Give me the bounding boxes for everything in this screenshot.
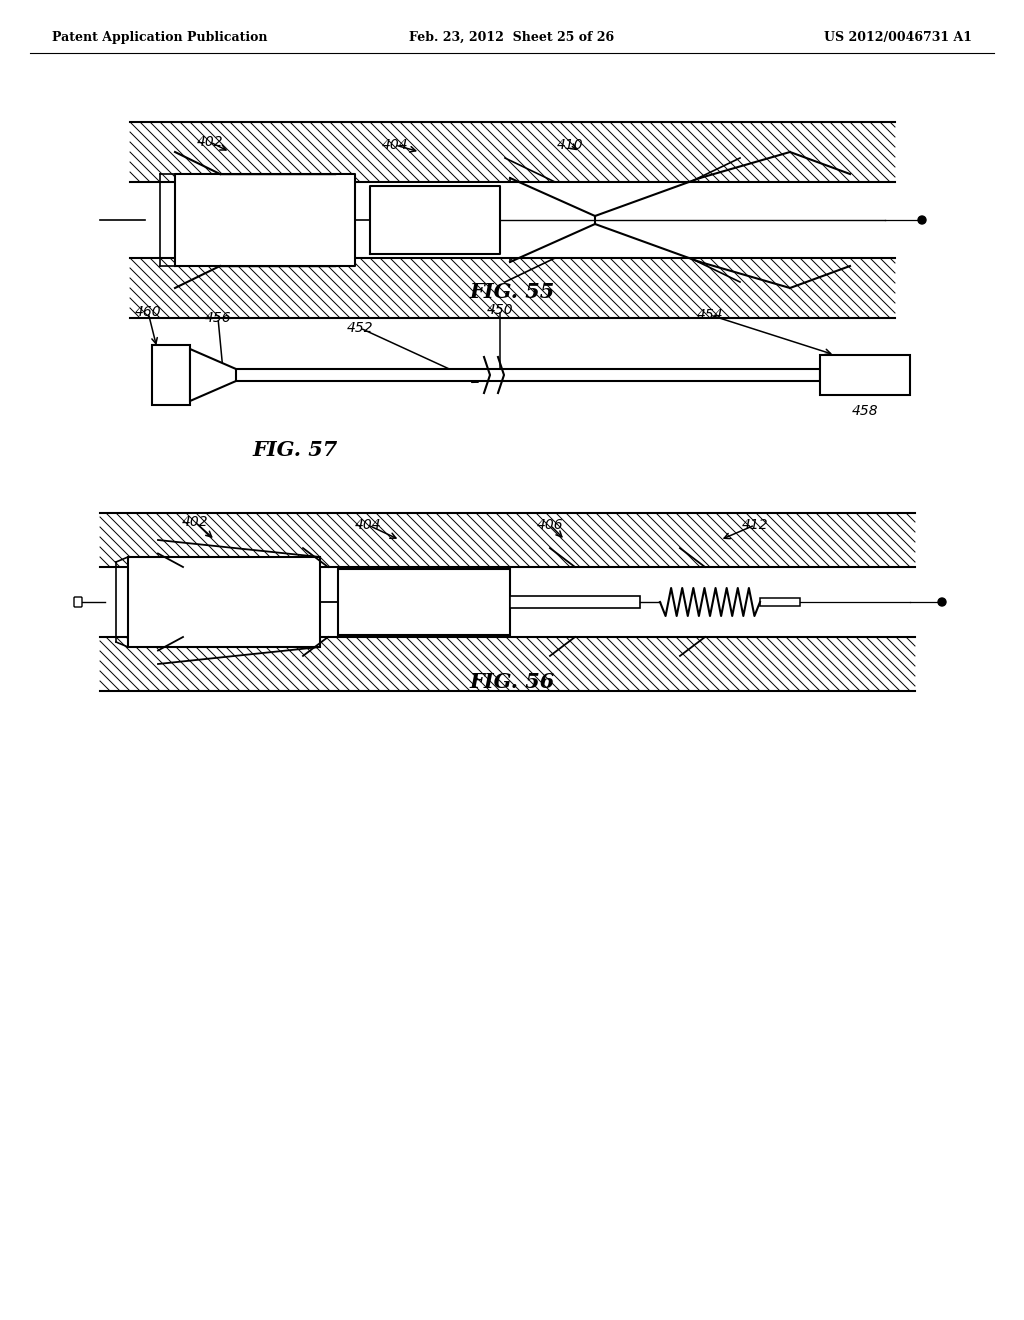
Text: US 2012/0046731 A1: US 2012/0046731 A1 <box>824 30 972 44</box>
Text: 402: 402 <box>181 515 208 529</box>
Polygon shape <box>190 348 236 401</box>
Text: FIG. 55: FIG. 55 <box>469 282 555 302</box>
Text: 452: 452 <box>347 321 374 335</box>
Bar <box>338 569 510 635</box>
Text: Patent Application Publication: Patent Application Publication <box>52 30 267 44</box>
Bar <box>510 597 640 609</box>
Text: 456: 456 <box>205 312 231 325</box>
Bar <box>100 513 915 568</box>
Text: FIG. 56: FIG. 56 <box>469 672 555 692</box>
Text: 402: 402 <box>197 135 223 149</box>
Text: 450: 450 <box>486 304 513 317</box>
Bar <box>100 638 915 690</box>
Bar <box>130 182 895 257</box>
Bar <box>152 345 190 405</box>
Text: 458: 458 <box>852 404 879 418</box>
Circle shape <box>918 216 926 224</box>
Text: 460: 460 <box>135 305 162 319</box>
Bar <box>198 370 820 381</box>
Text: 404: 404 <box>382 139 409 152</box>
Bar <box>175 174 355 267</box>
Text: FIG. 57: FIG. 57 <box>252 440 338 459</box>
Text: 412: 412 <box>741 517 768 532</box>
Bar <box>820 355 910 395</box>
Text: 410: 410 <box>557 139 584 152</box>
Bar <box>130 257 895 318</box>
Bar <box>130 121 895 182</box>
Bar <box>100 568 915 638</box>
Text: 406: 406 <box>537 517 563 532</box>
Text: 404: 404 <box>354 517 381 532</box>
Text: 454: 454 <box>696 308 723 322</box>
Bar <box>370 186 500 253</box>
FancyBboxPatch shape <box>74 597 82 607</box>
Text: Feb. 23, 2012  Sheet 25 of 26: Feb. 23, 2012 Sheet 25 of 26 <box>410 30 614 44</box>
Bar <box>760 598 800 606</box>
Circle shape <box>938 598 946 606</box>
Bar <box>128 557 319 647</box>
